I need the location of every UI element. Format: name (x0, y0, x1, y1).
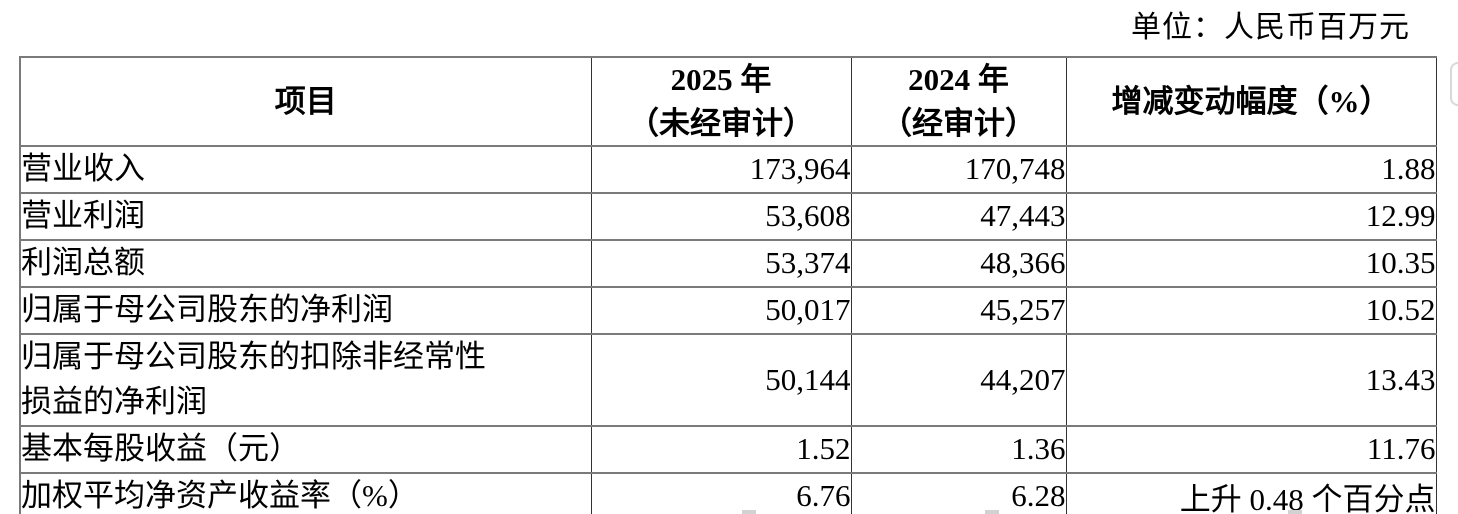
table-row: 基本每股收益（元） 1.52 1.36 11.76 (19, 424, 1437, 474)
unit-label: 单位：人民币百万元 (1131, 11, 1410, 44)
table-row: 加权平均净资产收益率（%） 6.76 6.28 上升 0.48 个百分点 (19, 471, 1437, 514)
scrollbar-thumb[interactable] (1450, 62, 1458, 106)
row-item-label: 加权平均净资产收益率（%） (19, 471, 592, 514)
row-2025-value: 6.76 (590, 471, 852, 514)
cutoff-text-fragment (1288, 510, 1302, 514)
table-header-row: 项目 2025 年 （未经审计） 2024 年 （经审计） 增减变动幅度（%） (19, 56, 1437, 147)
row-2024-value: 48,366 (850, 238, 1067, 288)
row-change-value: 12.99 (1065, 191, 1437, 241)
row-item-label: 归属于母公司股东的净利润 (19, 285, 592, 335)
header-2024-audited: 2024 年 （经审计） (850, 56, 1067, 147)
header-item: 项目 (19, 56, 592, 147)
table-row: 归属于母公司股东的净利润 50,017 45,257 10.52 (19, 285, 1437, 335)
row-2024-value: 170,748 (850, 145, 1067, 194)
financial-summary-table: 项目 2025 年 （未经审计） 2024 年 （经审计） 增减变动幅度（%） … (19, 56, 1437, 514)
row-change-value: 10.35 (1065, 238, 1437, 288)
cutoff-text-fragment (985, 510, 999, 514)
row-2024-value: 44,207 (850, 332, 1067, 427)
row-change-value: 上升 0.48 个百分点 (1065, 471, 1437, 514)
row-2024-value: 6.28 (850, 471, 1067, 514)
table-row: 利润总额 53,374 48,366 10.35 (19, 238, 1437, 288)
row-item-label: 营业利润 (19, 191, 592, 241)
header-change-percent: 增减变动幅度（%） (1065, 56, 1437, 147)
row-item-label: 归属于母公司股东的扣除非经常性 损益的净利润 (19, 332, 592, 427)
row-2024-value: 47,443 (850, 191, 1067, 241)
header-2025-unaudited: 2025 年 （未经审计） (590, 56, 852, 147)
table-row: 营业利润 53,608 47,443 12.99 (19, 191, 1437, 241)
row-2025-value: 53,608 (590, 191, 852, 241)
row-2025-value: 173,964 (590, 145, 852, 194)
row-2024-value: 1.36 (850, 424, 1067, 474)
row-change-value: 10.52 (1065, 285, 1437, 335)
cutoff-text-fragment (742, 510, 756, 514)
table-row: 归属于母公司股东的扣除非经常性 损益的净利润 50,144 44,207 13.… (19, 332, 1437, 427)
row-2025-value: 53,374 (590, 238, 852, 288)
row-change-value: 1.88 (1065, 145, 1437, 194)
table-row: 营业收入 173,964 170,748 1.88 (19, 145, 1437, 194)
row-item-label: 营业收入 (19, 145, 592, 194)
row-2025-value: 50,144 (590, 332, 852, 427)
row-2025-value: 50,017 (590, 285, 852, 335)
row-item-label: 利润总额 (19, 238, 592, 288)
row-change-value: 11.76 (1065, 424, 1437, 474)
row-2025-value: 1.52 (590, 424, 852, 474)
row-2024-value: 45,257 (850, 285, 1067, 335)
row-change-value: 13.43 (1065, 332, 1437, 427)
row-item-label: 基本每股收益（元） (19, 424, 592, 474)
